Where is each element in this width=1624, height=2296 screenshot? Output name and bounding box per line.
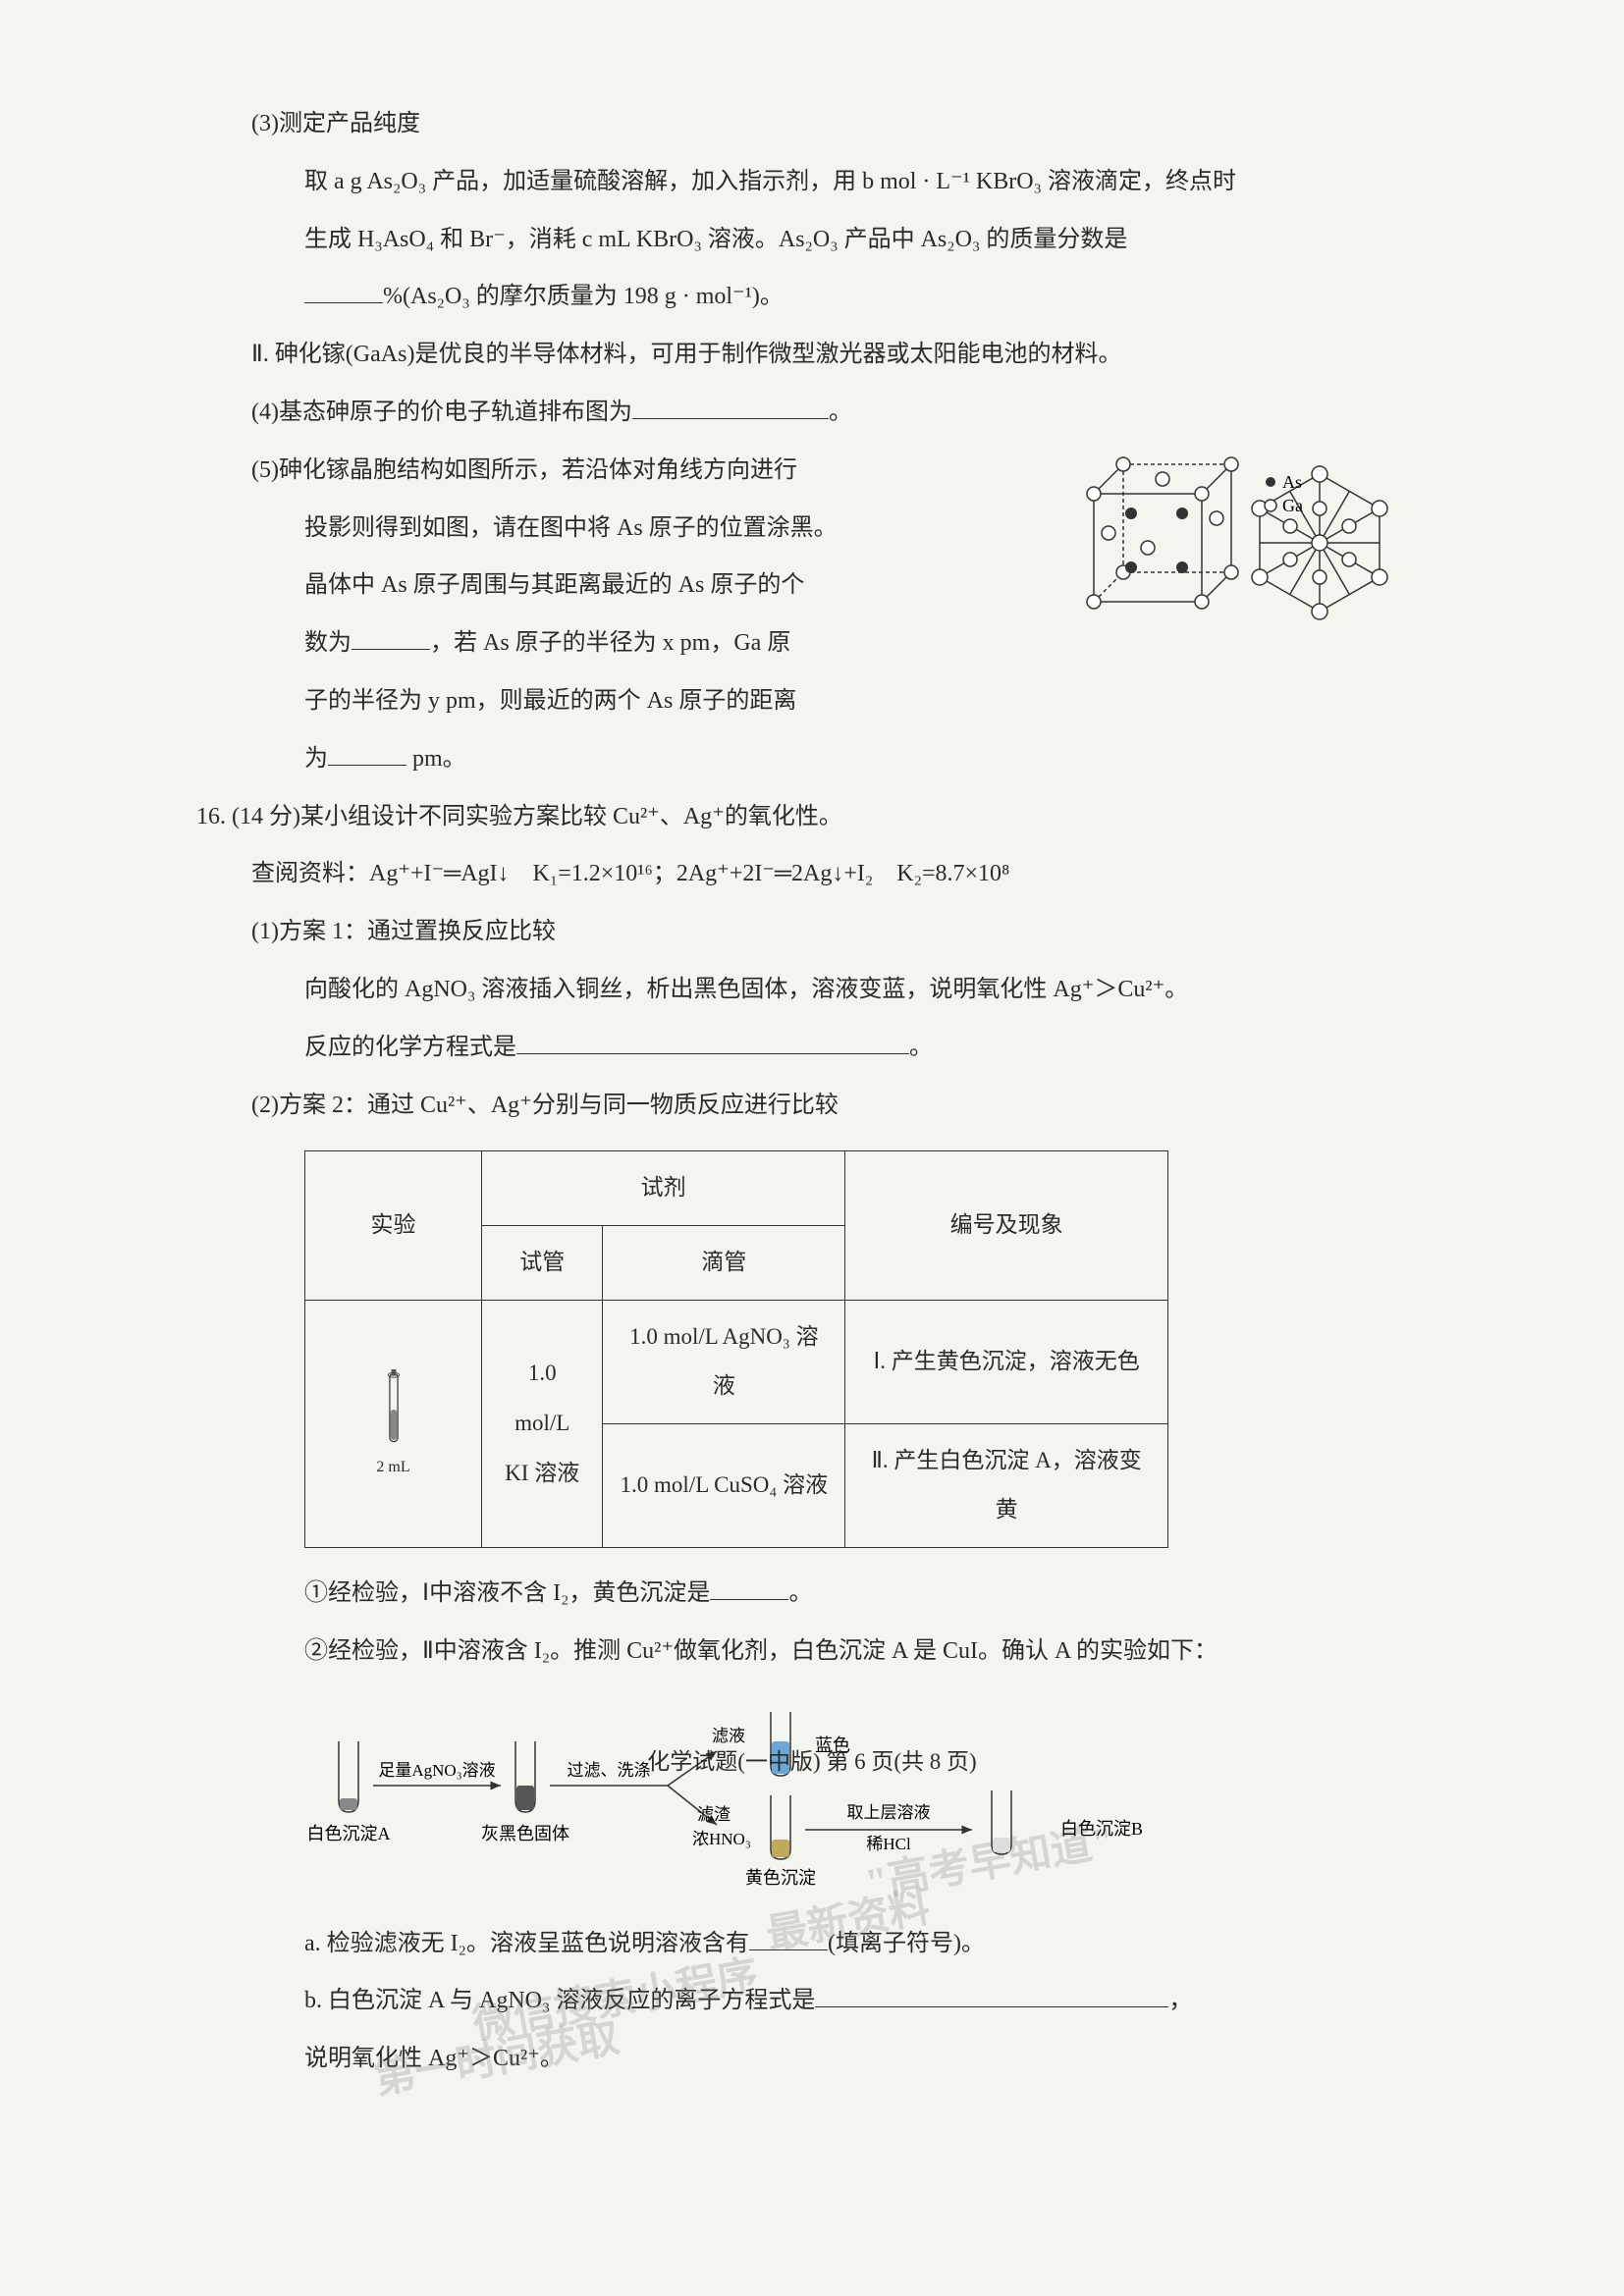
q16-sub1-l2: 反应的化学方程式是。 [196,1022,1447,1074]
flow-n2: 灰黑色固体 [481,1824,569,1843]
blank-yellow-precip [710,1572,788,1600]
th-reagent: 试剂 [482,1151,845,1226]
cell-r1-dropper: 1.0 mol/L AgNO₃ 溶液 [603,1300,845,1423]
page-content: (3)测定产品纯度 取 a g As₂O₃ 产品，加适量硫酸溶解，加入指示剂，用… [196,98,1447,2085]
q15-sub4: (4)基态砷原子的价电子轨道排布图为。 [196,387,1447,439]
cell-r1-phenom: Ⅰ. 产生黄色沉淀，溶液无色 [845,1300,1168,1423]
th-dropper: 滴管 [603,1225,845,1300]
q15-sub3-line1b: 生成 H₃AsO₄ 和 Br⁻，消耗 c mL KBrO₃ 溶液。As₂O₃ 产… [196,214,1447,266]
flow-diagram: 白色沉淀A 足量AgNO₃溶液 灰黑色固体 过滤、洗涤 滤液 蓝色 滤渣 [304,1702,1188,1898]
blank-orbital [632,391,829,419]
legend-as-text: As [1282,472,1302,492]
q15-sub5-l6: 为 pm。 [196,733,1447,785]
blank-distance [328,737,406,766]
q15-sub5-l5: 子的半径为 y pm，则最近的两个 As 原子的距离 [196,675,1447,727]
crystal-figure: As Ga [1064,435,1437,651]
table-region: "高考早知道" 最新资料 微信搜索小程序 第一时间获取 实验 试剂 编号及现象 … [196,1150,1447,1548]
q15-sub3-line1c: %(As₂O₃ 的摩尔质量为 198 g · mol⁻¹)。 [196,271,1447,323]
flow-e4a: 滤渣 [697,1805,731,1824]
q16-sub1-l1: 向酸化的 AgNO₃ 溶液插入铜丝，析出黑色固体，溶液变蓝，说明氧化性 Ag⁺＞… [196,964,1447,1016]
q16-circle1: ①经检验，Ⅰ中溶液不含 I₂，黄色沉淀是。 [196,1568,1447,1620]
blank-equation [516,1026,909,1054]
q16-circle2: ②经检验，Ⅱ中溶液含 I₂。推测 Cu²⁺做氧化剂，白色沉淀 A 是 CuI。确… [196,1626,1447,1678]
th-phenom: 编号及现象 [845,1151,1168,1300]
blank-ion [749,1922,828,1950]
experiment-table: 实验 试剂 编号及现象 试管 滴管 2 mL [304,1150,1168,1548]
cell-ki: 1.0 mol/L KI 溶液 [482,1300,603,1547]
blank-count [352,621,430,650]
q16-sub1-head: (1)方案 1：通过置换反应比较 [196,906,1447,958]
flow-e4b: 浓HNO₃ [692,1830,751,1848]
q15-sub3-line1a: 取 a g As₂O₃ 产品，加适量硫酸溶解，加入指示剂，用 b mol · L… [196,156,1447,208]
q16-line-b1: b. 白色沉淀 A 与 AgNO₃ 溶液反应的离子方程式是， [196,1975,1447,2027]
q16-ref: 查阅资料：Ag⁺+I⁻═AgI↓ K₁=1.2×10¹⁶；2Ag⁺+2I⁻═2A… [196,848,1447,900]
page-footer: 化学试题(一中版) 第 6 页(共 8 页) [0,1742,1624,1776]
q15-sub5-container: As Ga (5)砷化镓晶胞结构如图所示，若沿体对角线方向进行 投影则得到如图，… [196,445,1447,785]
q16-line-a: a. 检验滤液无 I₂。溶液呈蓝色说明溶液含有(填离子符号)。 [196,1918,1447,1970]
cell-r2-phenom: Ⅱ. 产生白色沉淀 A，溶液变黄 [845,1423,1168,1547]
q15-sub3-heading: (3)测定产品纯度 [196,98,1447,150]
q16-sub2-head: (2)方案 2：通过 Cu²⁺、Ag⁺分别与同一物质反应进行比较 [196,1080,1447,1132]
flow-e5a: 取上层溶液 [847,1803,931,1822]
q16-line-b3: 说明氧化性 Ag⁺＞Cu²⁺。 [196,2033,1447,2085]
th-exp: 实验 [305,1151,482,1300]
blank-ionic-eq [815,1980,1168,2008]
flow-n1: 白色沉淀A [307,1824,391,1843]
flow-n4: 黄色沉淀 [745,1868,816,1888]
legend-ga-text: Ga [1282,496,1303,515]
test-tube-icon [381,1369,406,1458]
flow-e5b: 稀HCl [866,1835,911,1853]
cell-tube-img: 2 mL [305,1300,482,1547]
q16-heading: 16. (14 分)某小组设计不同实验方案比较 Cu²⁺、Ag⁺的氧化性。 [196,791,1447,843]
flow-n5: 白色沉淀B [1060,1819,1143,1839]
cell-r2-dropper: 1.0 mol/L CuSO₄ 溶液 [603,1423,845,1547]
th-tube: 试管 [482,1225,603,1300]
q15-part2-heading: Ⅱ. 砷化镓(GaAs)是优良的半导体材料，可用于制作微型激光器或太阳能电池的材… [196,329,1447,381]
blank-fraction [304,276,383,304]
